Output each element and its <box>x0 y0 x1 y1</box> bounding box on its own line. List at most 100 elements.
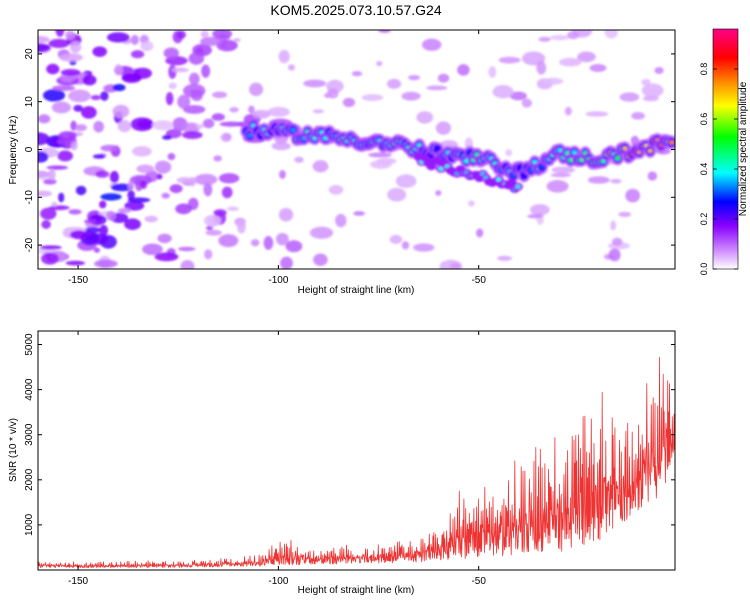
heatmap-cell <box>99 224 108 237</box>
heatmap-cell <box>136 164 155 174</box>
heatmap-cell <box>51 201 58 207</box>
heatmap-cell <box>615 156 621 161</box>
heatmap-cell <box>421 38 442 51</box>
x-tick-label: -150 <box>68 275 88 286</box>
heatmap-cell <box>368 152 392 158</box>
heatmap-cell <box>457 64 470 76</box>
heatmap-cell <box>196 123 205 129</box>
heatmap-cell <box>182 131 203 140</box>
heatmap-cell <box>509 91 527 101</box>
heatmap-cell <box>488 66 497 78</box>
colorbar-tick-label: 0.4 <box>699 163 709 176</box>
heatmap-cell <box>386 78 402 89</box>
heatmap-cell <box>202 118 215 129</box>
heatmap-cell <box>42 89 66 102</box>
heatmap-cell <box>515 184 521 189</box>
heatmap-cell <box>109 170 119 184</box>
heatmap-cell <box>124 201 145 211</box>
spectrogram-x-label: Height of straight line (km) <box>298 285 415 296</box>
heatmap-cell <box>93 120 104 133</box>
heatmap-cell <box>543 77 564 85</box>
heatmap-cell <box>376 60 383 67</box>
heatmap-cell <box>48 38 70 48</box>
spectrogram-x-ticks: -150 -100 -50 <box>68 30 486 286</box>
heatmap-cell <box>610 220 617 231</box>
heatmap-cell <box>309 226 334 239</box>
heatmap-cell <box>55 30 65 37</box>
heatmap-cell <box>117 120 132 133</box>
heatmap-cell <box>585 111 609 117</box>
heatmap-cell <box>176 30 186 39</box>
heatmap-cell <box>619 92 640 102</box>
y-tick-label: 5000 <box>24 333 35 356</box>
heatmap-cell <box>278 207 294 222</box>
heatmap-cell <box>412 243 435 252</box>
heatmap-cell <box>95 170 110 178</box>
heatmap-cell <box>278 49 290 64</box>
heatmap-cell <box>38 35 50 44</box>
heatmap-cell <box>212 30 233 40</box>
y-tick-label: 3000 <box>24 423 35 446</box>
colorbar: 0.0 0.2 0.4 0.6 0.8 Normalized spectral ampl… <box>699 28 749 275</box>
heatmap-cell <box>110 183 134 192</box>
heatmap-cell <box>124 218 141 230</box>
heatmap-cell <box>41 220 51 229</box>
heatmap-cell <box>140 180 147 189</box>
heatmap-cell <box>550 34 570 41</box>
heatmap-cell <box>165 91 174 106</box>
heatmap-cell <box>218 173 240 184</box>
heatmap-cell <box>90 94 101 101</box>
heatmap-cell <box>65 260 86 266</box>
heatmap-cell <box>496 177 502 182</box>
heatmap-cell <box>351 70 363 77</box>
heatmap-cell <box>177 94 191 109</box>
heatmap-cell <box>38 43 51 52</box>
heatmap-cell <box>203 214 222 227</box>
heatmap-cell <box>200 30 209 38</box>
heatmap-cell <box>201 64 211 78</box>
heatmap-cell <box>539 164 545 170</box>
snr-x-ticks: -150 -100 -50 <box>68 331 486 587</box>
heatmap-cell <box>58 192 65 203</box>
heatmap-cell <box>378 30 391 34</box>
heatmap-cell <box>294 156 304 163</box>
heatmap-cell <box>290 127 296 133</box>
heatmap-cell <box>312 160 329 173</box>
y-tick-label: 1000 <box>24 513 35 536</box>
heatmap-cell <box>130 117 154 132</box>
heatmap-cell <box>51 85 76 91</box>
heatmap-cell <box>204 249 213 260</box>
x-tick-label: -150 <box>68 576 88 587</box>
heatmap-cell <box>194 173 218 186</box>
heatmap-cell <box>505 149 513 157</box>
heatmap-cell <box>38 170 50 178</box>
heatmap-cell <box>68 209 82 215</box>
heatmap-cell <box>135 178 143 192</box>
heatmap-cell <box>335 213 347 228</box>
heatmap-cell <box>370 160 392 169</box>
heatmap-cell <box>176 176 193 184</box>
heatmap-cell <box>279 170 286 179</box>
heatmap-cell <box>618 211 632 217</box>
heatmap-cell <box>303 79 327 88</box>
y-tick-label: 20 <box>24 48 35 60</box>
heatmap-cell <box>450 262 461 269</box>
heatmap-cell <box>342 97 356 108</box>
heatmap-cell <box>221 186 233 199</box>
heatmap-cell <box>46 63 60 75</box>
heatmap-cell <box>180 259 195 269</box>
heatmap-cell <box>151 120 174 131</box>
heatmap-cell <box>171 67 189 73</box>
heatmap-cell <box>226 206 239 212</box>
heatmap-cell <box>631 112 645 120</box>
heatmap-cell <box>163 47 179 59</box>
heatmap-cell <box>498 56 521 64</box>
heatmap-cell <box>353 211 366 216</box>
heatmap-cell <box>267 106 290 117</box>
heatmap-cell <box>218 234 239 248</box>
heatmap-cell <box>177 246 196 252</box>
heatmap-cell <box>213 155 222 162</box>
heatmap-cell <box>46 165 69 170</box>
heatmap-cell <box>608 248 621 262</box>
heatmap-cell <box>536 61 547 75</box>
